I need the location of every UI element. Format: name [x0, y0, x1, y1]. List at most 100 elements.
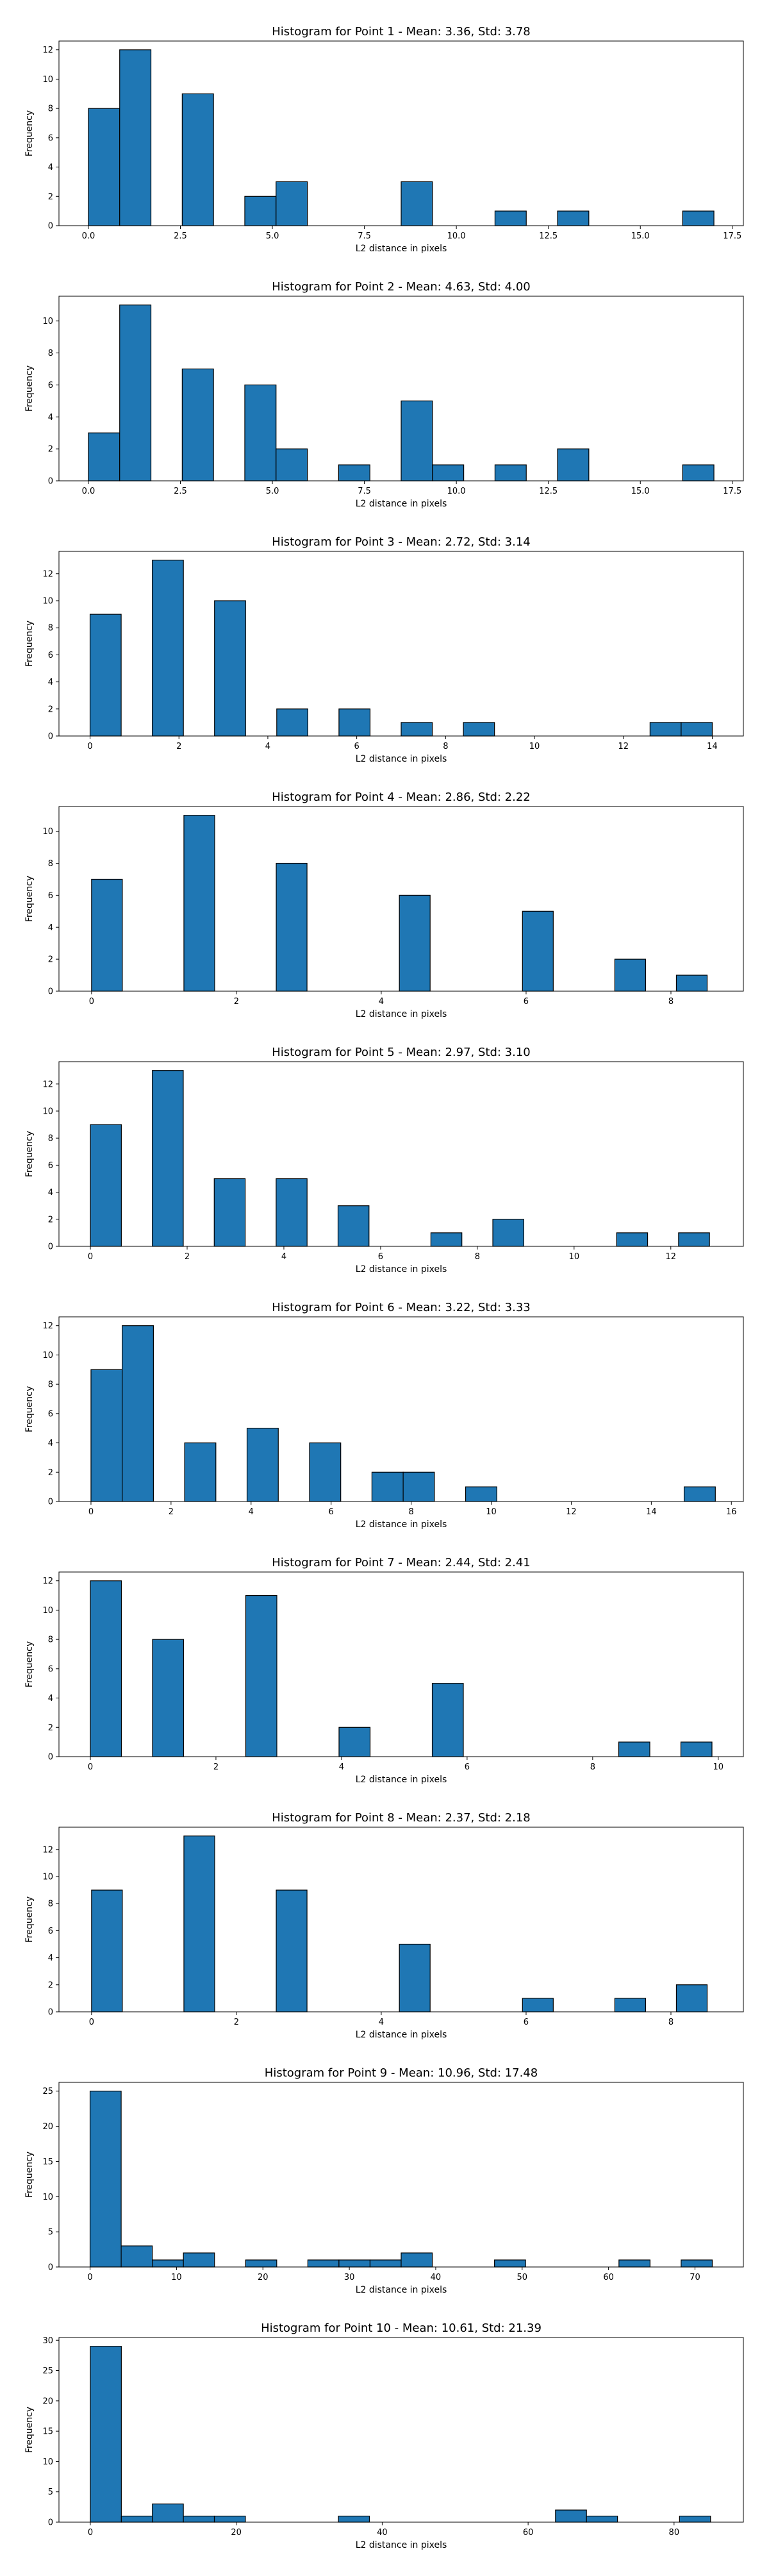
x-tick-label: 0 — [87, 742, 92, 751]
y-axis-label: Frequency — [24, 2152, 35, 2198]
y-tick-label: 8 — [48, 349, 53, 358]
y-tick-label: 25 — [42, 2087, 53, 2096]
x-tick-label: 5.0 — [266, 231, 279, 241]
y-tick-label: 2 — [48, 1723, 53, 1733]
y-axis-label: Frequency — [24, 110, 35, 156]
x-tick-label: 15.0 — [631, 487, 650, 496]
bars — [91, 1836, 708, 2012]
y-tick-label: 5 — [48, 2488, 53, 2497]
axes-frame — [58, 2337, 744, 2523]
y-tick-label: 8 — [48, 624, 53, 633]
histogram-bar — [614, 958, 647, 992]
y-tick-label: 10 — [42, 1107, 53, 1117]
chart-title: Histogram for Point 3 - Mean: 2.72, Std:… — [272, 535, 531, 549]
y-tick-label: 12 — [42, 1080, 53, 1089]
x-tick-label: 2 — [176, 742, 181, 751]
histogram-bar — [276, 181, 308, 226]
x-tick-label: 5.0 — [266, 487, 279, 496]
y-tick-label: 6 — [48, 1927, 53, 1936]
y-tick-label: 10 — [42, 1351, 53, 1360]
histogram-bar — [371, 1471, 404, 1502]
histogram-bar — [399, 1943, 431, 2012]
histogram-bar — [338, 1727, 371, 1757]
histogram-bar — [183, 1836, 215, 2012]
y-tick-label: 6 — [48, 1409, 53, 1419]
x-axis-label: L2 distance in pixels — [356, 1264, 447, 1275]
x-tick-label: 4 — [249, 1507, 254, 1517]
y-tick-label: 4 — [48, 1694, 53, 1703]
y-tick-label: 6 — [48, 891, 53, 901]
x-tick-label: 6 — [378, 1252, 383, 1262]
y-tick-label: 2 — [48, 705, 53, 714]
bars — [88, 49, 715, 226]
chart-title: Histogram for Point 6 - Mean: 3.22, Std:… — [272, 1301, 531, 1314]
histogram-chart-2: Histogram for Point 2 - Mean: 4.63, Std:… — [24, 280, 744, 509]
x-tick-label: 20 — [258, 2273, 269, 2282]
x-tick-label: 8 — [668, 997, 674, 1007]
x-axis-label: L2 distance in pixels — [356, 754, 447, 764]
y-tick-label: 0 — [48, 732, 53, 742]
y-tick-label: 4 — [48, 163, 53, 172]
x-tick-label: 4 — [339, 1762, 344, 1772]
histogram-bar — [401, 400, 433, 481]
histogram-bar — [214, 600, 246, 737]
histogram-bar — [276, 862, 308, 992]
x-tick-label: 10 — [569, 1252, 580, 1262]
histogram-bar — [586, 2515, 618, 2523]
bars — [90, 2346, 711, 2523]
x-tick-label: 10 — [713, 1762, 724, 1772]
bars — [90, 1325, 716, 1502]
histogram-bar — [463, 722, 495, 737]
y-tick-label: 8 — [48, 105, 53, 114]
y-tick-label: 4 — [48, 923, 53, 933]
x-tick-label: 8 — [443, 742, 448, 751]
x-tick-label: 2.5 — [174, 231, 187, 241]
histogram-bar — [276, 448, 308, 481]
histogram-chart-4: Histogram for Point 4 - Mean: 2.86, Std:… — [24, 790, 744, 1019]
x-tick-label: 8 — [668, 2018, 674, 2027]
histogram-bar — [682, 464, 715, 481]
y-tick-label: 2 — [48, 955, 53, 965]
histogram-bar — [89, 2091, 122, 2268]
x-tick-label: 10.0 — [447, 487, 466, 496]
histogram-bar — [401, 2252, 433, 2268]
y-tick-label: 0 — [48, 222, 53, 231]
x-tick-label: 16 — [726, 1507, 737, 1517]
y-tick-label: 0 — [48, 1753, 53, 1762]
x-tick-label: 6 — [354, 742, 360, 751]
y-tick-label: 8 — [48, 1380, 53, 1390]
y-tick-label: 20 — [42, 2396, 53, 2406]
x-tick-label: 6 — [329, 1507, 334, 1517]
y-tick-label: 10 — [42, 2457, 53, 2467]
histogram-bar — [122, 1325, 154, 1502]
histogram-bar — [431, 1683, 464, 1757]
x-tick-label: 2.5 — [174, 487, 187, 496]
y-tick-label: 12 — [42, 1321, 53, 1331]
x-tick-label: 30 — [344, 2273, 355, 2282]
histogram-bar — [678, 1232, 710, 1247]
histogram-chart-6: Histogram for Point 6 - Mean: 3.22, Std:… — [24, 1301, 744, 1530]
y-tick-label: 6 — [48, 651, 53, 660]
histogram-chart-1: Histogram for Point 1 - Mean: 3.36, Std:… — [24, 25, 744, 254]
histogram-bar — [681, 2259, 713, 2268]
x-tick-label: 8 — [475, 1252, 480, 1262]
x-tick-label: 12.5 — [539, 231, 558, 241]
y-tick-label: 2 — [48, 1468, 53, 1478]
histogram-bar — [555, 2509, 587, 2523]
y-tick-label: 4 — [48, 1953, 53, 1963]
histogram-bar — [338, 464, 370, 481]
y-tick-label: 2 — [48, 192, 53, 202]
histogram-bar — [618, 1741, 650, 1757]
histogram-bar — [522, 910, 554, 992]
histogram-bar — [152, 2504, 184, 2523]
y-axis-label: Frequency — [24, 1131, 35, 1177]
axes-frame — [58, 1061, 744, 1247]
x-tick-label: 10 — [486, 1507, 497, 1517]
y-tick-label: 12 — [42, 569, 53, 579]
x-tick-label: 10.0 — [447, 231, 466, 241]
histogram-bar — [90, 1124, 122, 1247]
x-tick-label: 17.5 — [723, 231, 741, 241]
histogram-bar — [401, 722, 433, 737]
bars — [88, 305, 715, 481]
histogram-bar — [494, 2259, 526, 2268]
